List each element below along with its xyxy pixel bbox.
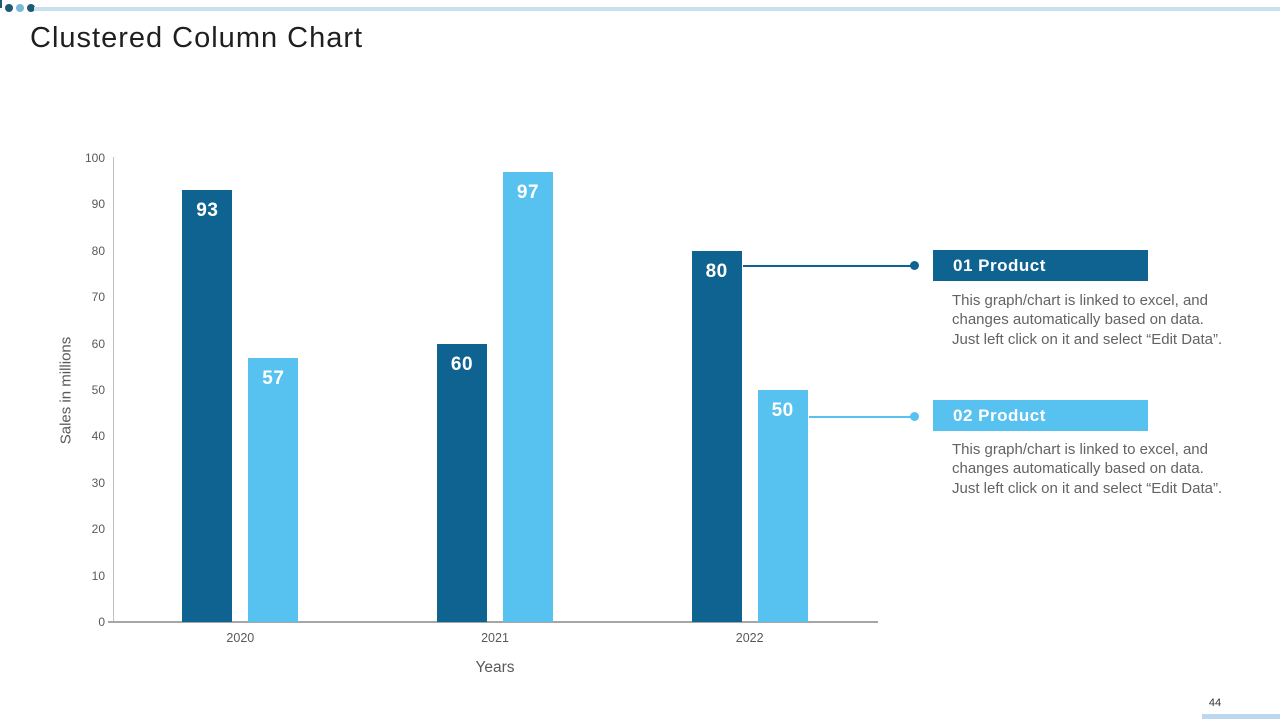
bar-02-product-2020[interactable]: 57 — [248, 357, 299, 622]
bar-value-label: 93 — [196, 200, 219, 222]
y-axis-tick-label: 100 — [84, 151, 105, 165]
bar-value-label: 60 — [450, 353, 474, 375]
callout-connector-dot-dark — [910, 261, 919, 270]
bar-01-product-2022[interactable]: 80 — [691, 250, 742, 622]
callout-body-line: This graph/chart is linked to excel, and — [952, 292, 1208, 309]
callout-connector-line-dark — [743, 265, 915, 267]
y-axis-title: Sales in millions — [57, 336, 75, 445]
footer-accent-strip — [1202, 714, 1280, 719]
y-axis-line — [113, 157, 114, 623]
callout-connector-dot-light — [910, 412, 919, 421]
bar-value-label: 50 — [771, 400, 794, 421]
bar-02-product-2022[interactable]: 50 — [757, 390, 808, 622]
x-axis-line — [108, 621, 878, 623]
callout-heading-01-product: 01 Product — [933, 250, 1148, 281]
callout-body-line: Just left click on it and select “Edit D… — [952, 479, 1223, 497]
callout-heading-02-product: 02 Product — [933, 400, 1148, 431]
callout-connector-line-light — [809, 416, 915, 418]
y-axis-tick-label: 10 — [91, 568, 105, 583]
y-axis-tick-label: 0 — [98, 615, 105, 629]
y-axis-tick-label: 50 — [91, 383, 105, 397]
edge-accent-mark — [0, 0, 2, 8]
page-number: 44 — [1208, 697, 1222, 709]
y-axis-tick-label: 20 — [91, 522, 105, 537]
decor-dot — [27, 4, 35, 12]
y-axis-tick-label: 90 — [91, 197, 105, 212]
callout-body-01-product: This graph/chart is linked to excel, and… — [952, 291, 1257, 349]
y-axis-tick-label: 60 — [91, 336, 105, 351]
decor-dot — [5, 4, 13, 12]
x-axis-category-label: 2021 — [481, 631, 509, 645]
x-axis-title: Years — [475, 659, 515, 676]
y-axis-tick-label: 70 — [91, 290, 105, 305]
callout-body-line: changes automatically based on data. — [952, 311, 1204, 329]
callout-body-line: This graph/chart is linked to excel, and — [952, 441, 1208, 458]
x-axis-category-label: 2022 — [735, 631, 764, 645]
bar-02-product-2021[interactable]: 97 — [503, 171, 553, 622]
bar-value-label: 57 — [262, 367, 285, 389]
bar-01-product-2020[interactable]: 93 — [182, 190, 233, 622]
top-accent-line — [34, 7, 1280, 11]
y-axis-tick-label: 80 — [91, 243, 105, 258]
y-axis-tick-label: 30 — [91, 475, 105, 490]
x-axis-category-label: 2020 — [226, 631, 255, 645]
decor-dot — [16, 4, 24, 12]
callout-body-line: changes automatically based on data. — [952, 460, 1204, 478]
bar-value-label: 97 — [516, 181, 540, 203]
callout-body-02-product: This graph/chart is linked to excel, and… — [952, 440, 1257, 498]
callout-body-line: Just left click on it and select “Edit D… — [952, 330, 1223, 348]
y-axis-tick-label: 40 — [91, 429, 105, 444]
bar-value-label: 80 — [705, 260, 728, 282]
bar-01-product-2021[interactable]: 60 — [437, 343, 487, 622]
page-title: Clustered Column Chart — [30, 22, 364, 54]
clustered-column-chart[interactable]: 93 57 60 97 80 50 — [113, 158, 877, 622]
